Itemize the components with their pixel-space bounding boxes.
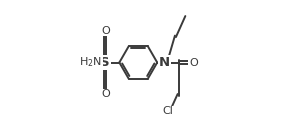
Text: Cl: Cl	[162, 106, 173, 116]
Text: S: S	[100, 56, 110, 69]
Text: O: O	[189, 58, 198, 68]
Text: H$_2$N: H$_2$N	[79, 56, 102, 69]
Text: O: O	[101, 89, 110, 99]
Text: O: O	[101, 26, 110, 36]
Text: N: N	[159, 56, 170, 69]
